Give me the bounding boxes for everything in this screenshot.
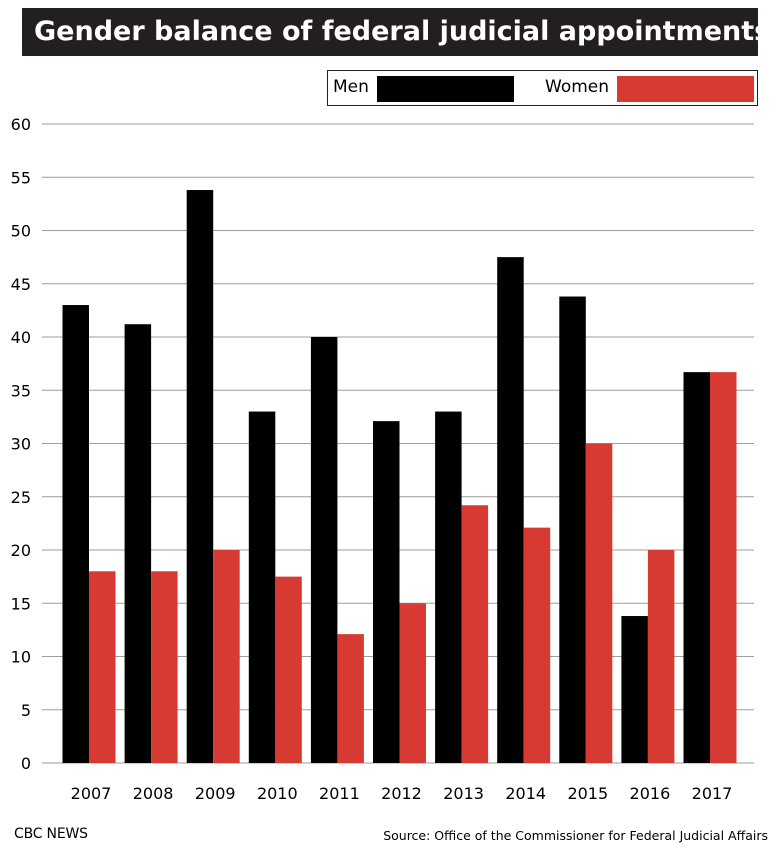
bar-women <box>213 550 240 763</box>
bar-men <box>62 305 89 763</box>
source-note: Source: Office of the Commissioner for F… <box>383 828 768 843</box>
bar-chart: 0 5 10 15 20 25 30 35 40 45 50 55 60 2007 2008 2009 2010… <box>11 115 754 803</box>
y-tick-label: 45 <box>11 275 31 294</box>
bar-women <box>337 634 364 763</box>
bar-women <box>275 576 302 763</box>
x-tick-label: 2017 <box>692 784 733 803</box>
x-tick-label: 2010 <box>257 784 298 803</box>
y-tick-label: 0 <box>21 754 31 773</box>
bar-women <box>89 571 116 763</box>
legend-label-men: Men <box>333 77 369 97</box>
legend-swatch-men <box>377 76 514 102</box>
y-tick-label: 30 <box>11 435 31 454</box>
legend: Men Women <box>327 70 758 106</box>
bar-men <box>559 296 586 763</box>
x-tick-label: 2016 <box>630 784 671 803</box>
x-tick-label: 2014 <box>505 784 546 803</box>
chart-title: Gender balance of federal judicial appoi… <box>22 8 770 56</box>
bar-women <box>523 527 551 763</box>
bar-men <box>124 324 152 763</box>
y-tick-label: 20 <box>11 541 31 560</box>
x-tick-label: 2007 <box>71 784 112 803</box>
y-tick-label: 25 <box>11 488 31 507</box>
x-tick-label: 2013 <box>443 784 484 803</box>
bar-women <box>151 571 178 763</box>
y-tick-label: 55 <box>11 168 31 187</box>
x-tick-label: 2008 <box>133 784 174 803</box>
x-tick-label: 2009 <box>195 784 236 803</box>
bar-men <box>373 421 400 763</box>
y-tick-label: 5 <box>21 701 31 720</box>
bar-men <box>497 257 524 763</box>
y-tick-label: 40 <box>11 328 31 347</box>
legend-label-women: Women <box>545 77 610 97</box>
x-tick-label: 2012 <box>381 784 422 803</box>
bar-women <box>710 372 737 763</box>
bar-women <box>461 505 489 763</box>
bar-men <box>186 190 214 763</box>
bar-men <box>310 337 338 763</box>
y-tick-label: 50 <box>11 222 31 241</box>
bar-men <box>248 411 276 763</box>
bar-women <box>399 603 426 763</box>
bar-men <box>435 411 462 763</box>
x-tick-label: 2015 <box>567 784 608 803</box>
bar-men <box>683 372 710 763</box>
legend-swatch-women <box>617 76 754 102</box>
bar-women <box>585 443 613 763</box>
bar-men <box>621 616 648 763</box>
y-tick-label: 60 <box>11 115 31 134</box>
y-tick-label: 35 <box>11 381 31 400</box>
brand-logo: CBC NEWS <box>14 826 88 842</box>
y-tick-label: 15 <box>11 594 31 613</box>
bar-women <box>647 550 675 763</box>
x-tick-label: 2011 <box>319 784 360 803</box>
y-tick-label: 10 <box>11 648 31 667</box>
